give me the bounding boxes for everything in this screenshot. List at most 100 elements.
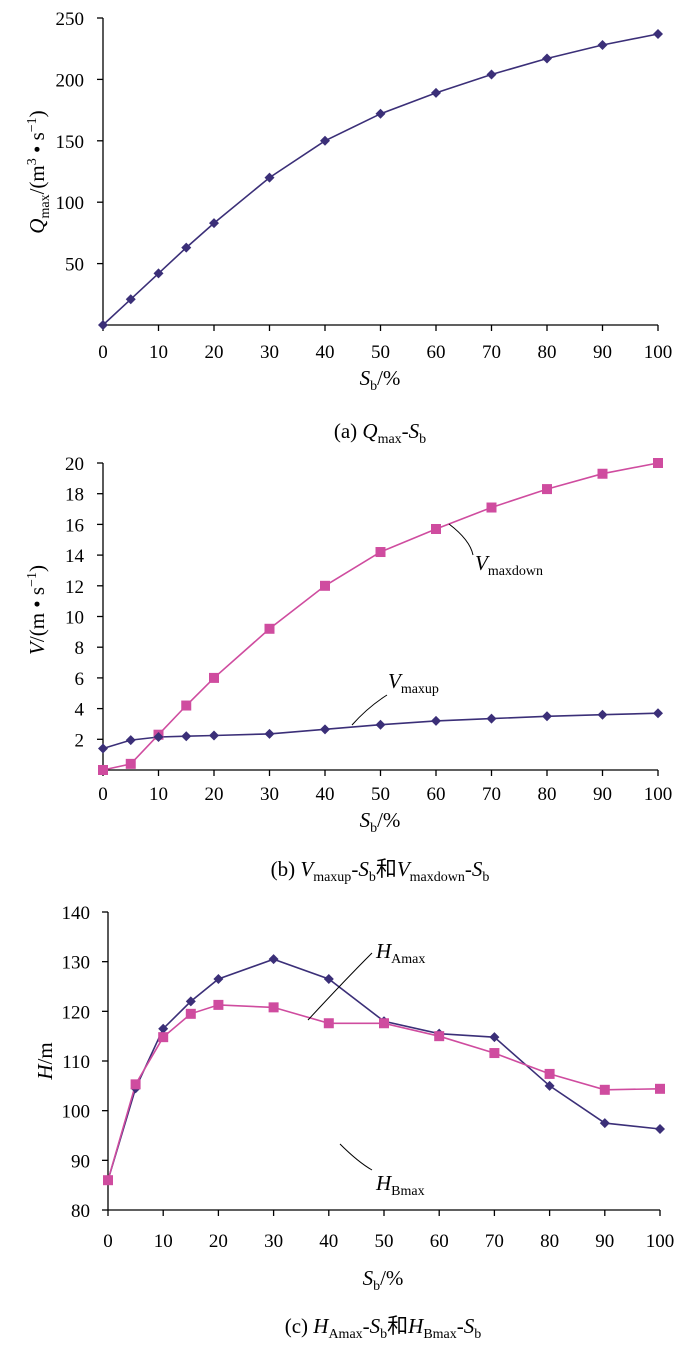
chart-c-series-1-point	[489, 1048, 500, 1059]
chart-b-series-0-point	[125, 758, 136, 769]
chart-b-x-tick-label: 90	[593, 784, 612, 805]
chart-a-series-0-point	[597, 40, 608, 51]
chart-b-xlabel: Sb/%	[360, 808, 401, 836]
chart-a-x-tick-label: 40	[316, 342, 335, 363]
chart-b-caption: (b) Vmaxup-Sb和Vmaxdown-Sb	[271, 857, 490, 885]
chart-b-series-0-point	[181, 700, 192, 711]
chart-c-y-tick-label: 100	[62, 1102, 91, 1123]
chart-c-x-tick-label: 70	[485, 1231, 504, 1252]
chart-c-x-tick-label: 100	[646, 1231, 675, 1252]
chart-c-series-1-point	[268, 1002, 279, 1013]
chart-c-series-0-point	[655, 1124, 665, 1135]
chart-b-y-tick-label: 4	[75, 700, 85, 721]
chart-b-x-tick-label: 60	[427, 784, 446, 805]
chart-c-y-tick-label: 90	[71, 1151, 90, 1172]
chart-c-y-tick-label: 80	[71, 1201, 90, 1222]
chart-a-x-tick-label: 50	[371, 342, 390, 363]
chart-c-x-tick-label: 40	[319, 1231, 338, 1252]
chart-a-series-0-point	[320, 135, 330, 146]
chart-a-series-0-point	[153, 268, 164, 279]
chart-b-x-tick-label: 40	[316, 784, 335, 805]
chart-b-x-tick-label: 10	[149, 784, 168, 805]
chart-a-axes	[102, 18, 658, 326]
chart-c-series-1-point	[544, 1068, 555, 1079]
chart-b-series-0-point	[597, 468, 608, 479]
chart-c-y-tick-label: 110	[62, 1052, 90, 1073]
chart-b-series-1-point	[431, 715, 441, 726]
chart-a-series-0-point	[209, 218, 219, 229]
chart-c-series-1-line	[107, 1004, 661, 1181]
chart-c-series-1-point	[655, 1083, 665, 1094]
chart-b-series-1-point	[542, 711, 552, 722]
chart-b-ylabel: V/(m • s−1)	[25, 565, 49, 655]
annotation-hamax: HAmax	[375, 939, 425, 967]
chart-b-series-1-point	[486, 713, 497, 724]
chart-b-y-tick-label: 10	[65, 608, 84, 629]
chart-a-series-0-point	[181, 242, 192, 253]
chart-a-series-0-point	[98, 320, 108, 330]
chart-c-series-1-point	[213, 999, 224, 1010]
chart-a-series-0-line	[102, 33, 659, 326]
chart-b-ticks: 0 10 20 30 40 50 60 70 80 90 100 2 4 6 8 10 12 14 16 18 20	[65, 454, 672, 805]
annotation-vmaxup: Vmaxup	[388, 669, 439, 697]
chart-b-series-0-point	[375, 547, 386, 558]
chart-b-y-tick-label: 12	[65, 577, 84, 598]
chart-b-series-1-point	[653, 708, 663, 719]
chart-b-x-tick-label: 80	[538, 784, 557, 805]
chart-c-series-0-line	[107, 958, 661, 1181]
chart-b-y-tick-label: 16	[65, 515, 84, 536]
chart-b-y-tick-label: 18	[65, 485, 84, 506]
chart-b-markers	[98, 458, 663, 775]
chart-a-series-0-point	[264, 172, 275, 183]
chart-c-series-0-point	[489, 1032, 500, 1043]
chart-a-series-0-point	[375, 108, 386, 119]
chart-a-series-0-point	[125, 294, 136, 305]
chart-c-series-0-point	[158, 1023, 169, 1034]
chart-c-x-tick-label: 80	[540, 1231, 559, 1252]
chart-a-x-tick-label: 60	[427, 342, 446, 363]
chart-a-ticks: 0 10 20 30 40 50 60 70 80 90 100 50 100 150 200 250	[56, 9, 673, 363]
annotation-hbmax: HBmax	[375, 1171, 425, 1199]
chart-c-x-tick-label: 0	[103, 1231, 113, 1252]
chart-c-y-tick-label: 140	[62, 903, 91, 924]
chart-b-series-1-point	[98, 743, 108, 754]
chart-a-y-tick-label: 200	[56, 70, 85, 91]
chart-b-series-1-point	[209, 730, 219, 741]
chart-c-x-tick-label: 50	[375, 1231, 394, 1252]
annotation-leader-hbmax	[339, 1143, 373, 1171]
chart-b-series-0-point	[264, 623, 275, 634]
chart-c-series-0-point	[599, 1118, 610, 1129]
chart-b-x-tick-label: 0	[98, 784, 108, 805]
chart-c-series-1-point	[185, 1008, 196, 1019]
chart-b-y-tick-label: 6	[75, 669, 85, 690]
chart-a-x-tick-label: 10	[149, 342, 168, 363]
chart-b-series-1-line	[102, 712, 659, 750]
chart-b-series-1-point	[125, 735, 136, 746]
chart-c-series-1-point	[323, 1018, 334, 1029]
chart-b-series-1-point	[597, 709, 608, 720]
chart-c-caption: (c) HAmax-Sb和HBmax-Sb	[285, 1314, 482, 1342]
annotation-vmaxdown: Vmaxdown	[475, 551, 543, 579]
chart-c-markers	[103, 954, 665, 1186]
chart-a-x-tick-label: 70	[482, 342, 501, 363]
chart-b-series-0-point	[542, 484, 552, 495]
chart-a-series-0-point	[542, 53, 552, 64]
chart-a-x-tick-label: 30	[260, 342, 279, 363]
chart-c-x-tick-label: 60	[430, 1231, 449, 1252]
chart-b-y-tick-label: 8	[75, 638, 85, 659]
chart-c-ylabel: H/m	[33, 1042, 57, 1080]
chart-c-y-tick-label: 120	[62, 1002, 91, 1023]
chart-c-series-0-point	[544, 1080, 555, 1091]
chart-a: 0 10 20 30 40 50 60 70 80 90 100 50 100 150 200 250 Qma…	[25, 9, 672, 447]
chart-b-y-tick-label: 2	[75, 730, 85, 751]
chart-a-series-0-point	[653, 28, 663, 39]
chart-a-y-tick-label: 150	[56, 132, 85, 153]
chart-c-series-1-point	[599, 1084, 610, 1095]
chart-a-y-tick-label: 250	[56, 9, 85, 30]
chart-c-x-tick-label: 30	[264, 1231, 283, 1252]
chart-a-x-tick-label: 90	[593, 342, 612, 363]
chart-a-x-tick-label: 100	[644, 342, 673, 363]
chart-a-x-tick-label: 0	[98, 342, 108, 363]
chart-b: 0 10 20 30 40 50 60 70 80 90 100 2 4 6 8 10 12 14 16 18 20 V…	[25, 454, 672, 885]
chart-a-caption: (a) Qmax-Sb	[334, 419, 426, 447]
